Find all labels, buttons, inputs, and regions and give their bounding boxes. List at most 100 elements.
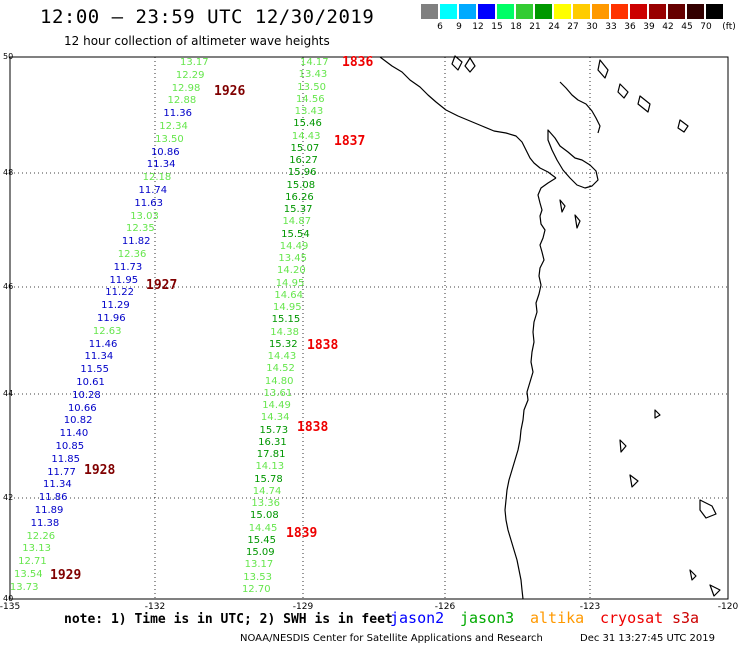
wave-height-value: 13.17	[244, 559, 274, 571]
timestamp: Dec 31 13:27:45 UTC 2019	[580, 633, 715, 644]
track-id-label: 1838	[307, 338, 339, 353]
wave-height-value: 14.56	[295, 93, 325, 105]
wave-height-value: 12.18	[142, 172, 172, 184]
wave-height-value: 14.17	[300, 57, 329, 68]
colorbar-swatch	[573, 4, 590, 19]
wave-height-value: 15.15	[271, 314, 301, 326]
lon-label: -135	[0, 602, 21, 612]
wave-height-value: 11.86	[38, 492, 68, 504]
colorbar-label: 33	[605, 22, 617, 32]
wave-height-value: 12.71	[18, 556, 47, 568]
wave-height-value: 17.81	[256, 449, 286, 460]
satellite-name: jason3	[460, 609, 515, 627]
wave-height-value: 15.32	[268, 338, 298, 350]
wave-height-value: 11.74	[138, 185, 168, 196]
wave-height-value: 11.46	[88, 338, 118, 350]
wave-height-value: 14.74	[252, 485, 282, 497]
wave-height-value: 14.34	[260, 412, 290, 424]
wave-height-value: 14.20	[277, 265, 306, 277]
wave-height-value: 11.85	[51, 453, 80, 465]
satellite-name: s3a	[672, 609, 700, 627]
map-subtitle: 12 hour collection of altimeter wave hei…	[64, 34, 330, 48]
colorbar-swatch	[478, 4, 495, 19]
wave-height-value: 12.35	[126, 223, 155, 235]
wave-height-value: 11.38	[30, 517, 60, 529]
colorbar-swatch	[668, 4, 685, 19]
wave-height-value: 13.73	[9, 581, 39, 593]
wave-height-value: 14.64	[274, 289, 303, 301]
colorbar-swatch	[611, 4, 628, 19]
lat-label: 48	[3, 168, 14, 177]
wave-height-value: 12.88	[167, 95, 197, 107]
wave-height-value: 15.45	[247, 534, 276, 546]
lon-label: -120	[717, 602, 739, 612]
colorbar-swatch	[706, 4, 723, 19]
track-id-label: 1836	[342, 55, 374, 70]
colorbar-label: 27	[567, 22, 579, 32]
wave-height-value: 14.49	[279, 240, 309, 252]
wave-height-value: 13.50	[155, 133, 184, 145]
lon-label: -132	[144, 602, 166, 612]
track-id-label: 1838	[297, 420, 329, 435]
colorbar-label: 24	[548, 22, 560, 32]
track-id-label: 1926	[214, 84, 246, 99]
colorbar-label: 9	[456, 22, 462, 32]
wave-height-value: 13.45	[278, 253, 308, 264]
wave-height-value: 12.29	[175, 69, 205, 81]
colorbar-swatch	[687, 4, 704, 19]
colorbar-swatch	[497, 4, 514, 19]
wave-height-value: 15.54	[281, 228, 310, 240]
colorbar-swatch	[421, 4, 438, 19]
colorbar-label: 6	[437, 22, 443, 32]
colorbar-label: 70	[700, 22, 712, 32]
coastline	[379, 55, 721, 600]
wave-height-value: 13.43	[298, 69, 328, 81]
wave-height-value: 11.73	[113, 261, 143, 273]
track-id-label: 1928	[84, 463, 116, 478]
colorbar-label: 39	[643, 22, 655, 32]
wave-height-value: 15.96	[287, 167, 317, 179]
wave-height-value: 11.96	[97, 313, 126, 324]
wave-height-value: 15.08	[250, 510, 279, 522]
wave-height-value: 13.36	[251, 498, 281, 509]
wave-height-value: 11.34	[43, 479, 72, 491]
map-title: 12:00 – 23:59 UTC 12/30/2019	[40, 6, 375, 28]
footnote: note: 1) Time is in UTC; 2) SWH is in fe…	[64, 612, 393, 627]
wave-height-value: 16.26	[285, 191, 314, 203]
wave-height-value: 16.31	[258, 436, 287, 448]
wave-height-value: 11.29	[101, 300, 130, 312]
colorbar-swatch	[630, 4, 647, 19]
wave-height-value: 12.34	[159, 121, 188, 132]
wave-height-value: 12.63	[92, 325, 122, 337]
wave-height-value: 13.13	[22, 543, 51, 555]
wave-height-value: 15.08	[286, 179, 316, 191]
lon-label: -129	[292, 602, 314, 612]
colorbar-swatch	[554, 4, 571, 19]
lat-label: 42	[3, 493, 14, 502]
lat-label: 40	[3, 594, 14, 603]
track-id-label: 1839	[286, 526, 318, 541]
colorbar-label: 21	[529, 22, 541, 32]
wave-height-value: 11.36	[163, 108, 193, 120]
wave-height-value: 14.95	[275, 277, 305, 289]
wave-height-value: 11.40	[59, 428, 89, 440]
colorbar-label: 36	[624, 22, 636, 32]
lat-label: 46	[3, 282, 14, 291]
credit-line: NOAA/NESDIS Center for Satellite Applica…	[240, 633, 543, 644]
wave-height-value: 14.95	[273, 302, 302, 313]
wave-height-value: 12.70	[241, 583, 271, 595]
colorbar-swatch	[535, 4, 552, 19]
wave-height-value: 10.61	[76, 377, 105, 388]
colorbar-swatch	[459, 4, 476, 19]
wave-height-value: 13.50	[297, 81, 326, 93]
colorbar-swatch	[592, 4, 609, 19]
satellite-name: jason2	[390, 609, 445, 627]
colorbar-label: 12	[472, 22, 484, 32]
wave-height-value: 15.07	[290, 142, 320, 154]
wave-height-value: 11.34	[146, 159, 176, 171]
wave-height-value: 11.95	[109, 274, 139, 286]
wave-height-value: 15.46	[293, 118, 322, 130]
wave-height-value: 11.89	[34, 505, 64, 516]
